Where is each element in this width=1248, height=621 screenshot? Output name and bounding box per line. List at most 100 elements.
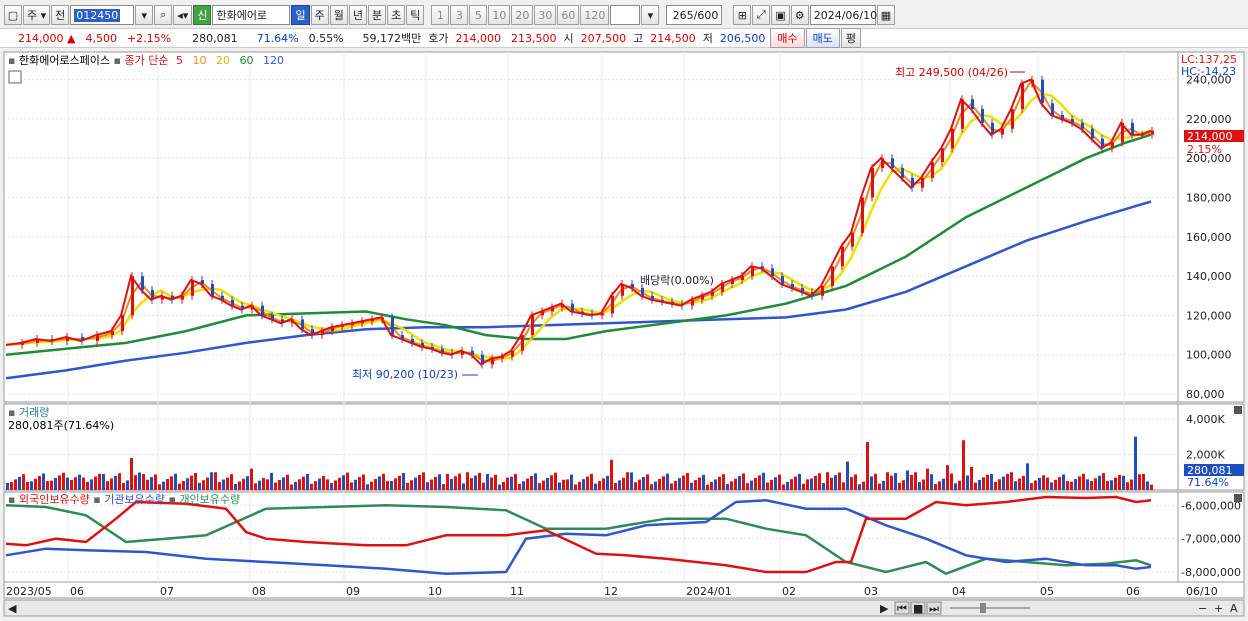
date-input[interactable]: 2024/06/10 bbox=[809, 5, 877, 25]
volume-bar bbox=[1094, 478, 1097, 490]
zoom-in-icon[interactable]: + bbox=[1214, 602, 1223, 615]
interval-10[interactable]: 10 bbox=[488, 5, 511, 25]
tab-minute[interactable]: 분 bbox=[367, 5, 387, 25]
holding-panel-close-icon[interactable] bbox=[1234, 494, 1242, 502]
count-input[interactable]: 265/600 bbox=[666, 5, 723, 25]
volume-bar bbox=[490, 477, 493, 490]
volume-bar bbox=[18, 476, 21, 490]
volume-bar bbox=[790, 479, 793, 490]
sell-button[interactable]: 매도 bbox=[805, 28, 840, 48]
last-page-button[interactable] bbox=[926, 601, 942, 615]
volume-bar bbox=[202, 480, 205, 490]
interval-60[interactable]: 60 bbox=[557, 5, 580, 25]
volume-bar bbox=[542, 480, 545, 490]
volume-bar bbox=[1114, 477, 1117, 490]
volume-bar bbox=[1042, 475, 1045, 490]
up-arrow-icon: ▲ bbox=[67, 31, 76, 45]
zoom-handle[interactable] bbox=[980, 603, 986, 613]
gear-icon[interactable]: ⚙ bbox=[790, 5, 809, 25]
volume-bar bbox=[558, 482, 561, 490]
candle-body bbox=[1111, 142, 1114, 149]
code-dropdown-button[interactable]: ▾ bbox=[135, 5, 154, 25]
candle-body bbox=[941, 148, 944, 163]
save-icon[interactable]: ▣ bbox=[771, 5, 790, 25]
data-table-icon[interactable] bbox=[8, 70, 22, 84]
search-icon[interactable]: ⌕ bbox=[154, 5, 173, 25]
high-price: 214,500 bbox=[650, 31, 696, 45]
volume-bar bbox=[14, 479, 17, 490]
interval-20[interactable]: 20 bbox=[511, 5, 534, 25]
high-annotation: 최고 249,500 (04/26) bbox=[895, 66, 1008, 79]
volume-bar bbox=[590, 473, 593, 490]
candle-body bbox=[421, 342, 424, 347]
volume-bar bbox=[498, 484, 501, 490]
candle-body bbox=[771, 268, 774, 277]
tab-year[interactable]: 년 bbox=[348, 5, 367, 25]
scroll-left-icon[interactable]: ◀ bbox=[8, 602, 17, 615]
candle-body bbox=[351, 323, 354, 326]
interval-3[interactable]: 3 bbox=[450, 5, 469, 25]
holding-lines bbox=[5, 495, 1152, 576]
ma-120: 120 bbox=[263, 54, 284, 67]
interval-dropdown-button[interactable]: ▾ bbox=[641, 5, 660, 25]
candle-body bbox=[741, 276, 744, 281]
volume-bar bbox=[630, 472, 633, 490]
scrollbar[interactable] bbox=[3, 599, 1245, 617]
period-dropdown[interactable]: 주 ▾ bbox=[23, 5, 51, 25]
volume-bar bbox=[266, 479, 269, 490]
tab-day[interactable]: 일 bbox=[291, 5, 310, 25]
volume-bar bbox=[198, 482, 201, 490]
volume-bar bbox=[526, 478, 529, 490]
volume-bar bbox=[442, 484, 445, 490]
font-size-icon[interactable]: A bbox=[1230, 602, 1238, 615]
buy-button[interactable]: 매수 bbox=[770, 28, 805, 48]
interval-5[interactable]: 5 bbox=[469, 5, 488, 25]
volume-bar bbox=[390, 480, 393, 490]
candle-body bbox=[231, 299, 234, 306]
chart-tool-icon[interactable]: ⊞ bbox=[733, 5, 752, 25]
window-icon[interactable]: ▢ bbox=[4, 5, 22, 25]
draw-tool-icon[interactable]: ⤢ bbox=[752, 5, 771, 25]
candle-body bbox=[641, 287, 644, 296]
tab-tick[interactable]: 틱 bbox=[406, 5, 425, 25]
interval-120[interactable]: 120 bbox=[580, 5, 610, 25]
code-input[interactable]: 012450 bbox=[70, 5, 135, 25]
stock-name-field[interactable]: 한화에어로 bbox=[212, 5, 291, 25]
candle-body bbox=[471, 350, 474, 355]
volume-bar bbox=[190, 475, 193, 490]
interval-30[interactable]: 30 bbox=[534, 5, 557, 25]
candle-body bbox=[1011, 109, 1014, 129]
quote-change-pct: +2.15% bbox=[126, 31, 172, 45]
candle-body bbox=[781, 276, 784, 284]
scroll-right-icon[interactable]: ▶ bbox=[880, 602, 889, 615]
stop-button[interactable] bbox=[910, 601, 926, 615]
candle-body bbox=[191, 280, 194, 296]
calendar-icon[interactable]: ▦ bbox=[876, 5, 896, 25]
zoom-out-icon[interactable]: − bbox=[1198, 602, 1207, 615]
candle-body bbox=[241, 305, 244, 310]
volume-bar bbox=[522, 481, 525, 490]
volume-bar bbox=[1050, 482, 1053, 490]
volume-bar bbox=[874, 473, 877, 490]
price-axis bbox=[1177, 51, 1245, 403]
interval-custom-input[interactable] bbox=[610, 5, 641, 25]
tab-second[interactable]: 초 bbox=[387, 5, 406, 25]
candle-body bbox=[1041, 79, 1044, 104]
volume-bar bbox=[822, 483, 825, 490]
candle-body bbox=[501, 356, 504, 359]
candle-body bbox=[491, 358, 494, 365]
volume-panel-close-icon[interactable] bbox=[1234, 406, 1242, 414]
prev-button[interactable]: 전 bbox=[51, 5, 70, 25]
volume-bar bbox=[758, 475, 761, 490]
tab-week[interactable]: 주 bbox=[310, 5, 329, 25]
volume-bar bbox=[286, 474, 289, 490]
tab-month[interactable]: 월 bbox=[329, 5, 348, 25]
speaker-icon[interactable]: ◂▾ bbox=[173, 5, 193, 25]
interval-1[interactable]: 1 bbox=[431, 5, 450, 25]
candle-body bbox=[301, 319, 304, 330]
candle-body bbox=[311, 329, 314, 336]
volume-bar bbox=[1058, 477, 1061, 490]
eval-button[interactable]: 평 bbox=[840, 28, 862, 48]
first-page-button[interactable] bbox=[894, 601, 910, 615]
stock-chart[interactable]: ◀ ▶ ⏮ ■ ⏭ − + A 240,000 220,000 200,000 180… bbox=[0, 50, 1248, 618]
